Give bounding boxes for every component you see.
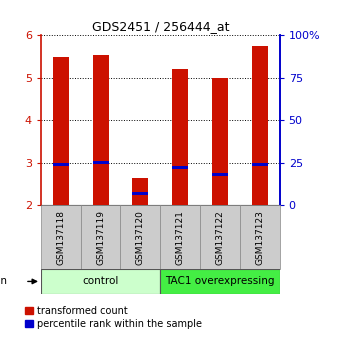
Bar [212, 173, 228, 176]
Text: GSM137123: GSM137123 [255, 210, 264, 265]
Bar [252, 162, 268, 166]
Bar [252, 46, 268, 205]
Title: GDS2451 / 256444_at: GDS2451 / 256444_at [91, 20, 229, 33]
Bar [132, 192, 148, 195]
Text: GSM137119: GSM137119 [96, 210, 105, 266]
FancyBboxPatch shape [120, 205, 160, 269]
Text: GSM137121: GSM137121 [176, 210, 185, 265]
Bar [93, 55, 108, 205]
FancyBboxPatch shape [81, 205, 120, 269]
Bar [53, 57, 69, 205]
Text: TAC1 overexpressing: TAC1 overexpressing [165, 276, 275, 286]
Text: GSM137118: GSM137118 [56, 210, 65, 266]
FancyBboxPatch shape [160, 269, 280, 294]
Text: GSM137120: GSM137120 [136, 210, 145, 265]
Bar [172, 166, 188, 170]
FancyBboxPatch shape [200, 205, 240, 269]
Bar [212, 78, 228, 205]
Text: strain: strain [0, 276, 7, 286]
FancyBboxPatch shape [41, 205, 81, 269]
Bar [93, 161, 108, 164]
FancyBboxPatch shape [41, 269, 160, 294]
Bar [132, 178, 148, 205]
Legend: transformed count, percentile rank within the sample: transformed count, percentile rank withi… [25, 306, 202, 329]
FancyBboxPatch shape [240, 205, 280, 269]
Bar [172, 69, 188, 205]
Text: GSM137122: GSM137122 [216, 210, 224, 265]
FancyBboxPatch shape [160, 205, 200, 269]
Bar [53, 162, 69, 166]
Text: control: control [83, 276, 119, 286]
